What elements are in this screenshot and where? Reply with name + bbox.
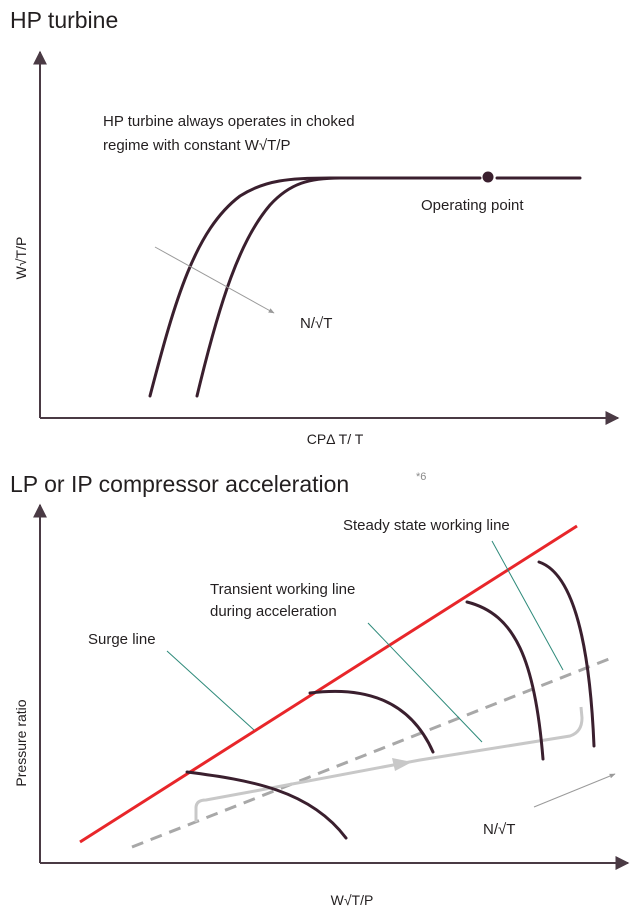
- compressor-title: LP or IP compressor acceleration: [10, 471, 349, 497]
- steady-state-leader-line: [491, 540, 564, 671]
- compressor-speed-curve-2: [308, 689, 435, 754]
- surge-line-label: Surge line: [88, 631, 156, 648]
- hp-x-axis-label: CPΔ T/ T: [307, 431, 364, 447]
- compressor-speed-label: N/√T: [483, 821, 515, 838]
- steady-state-line-label: Steady state working line: [343, 517, 510, 534]
- compressor-title-superscript: *6: [416, 471, 426, 483]
- hp-speed-label: N/√T: [300, 315, 332, 332]
- hp-choked-note-line1: HP turbine always operates in choked: [103, 113, 355, 130]
- transient-line-label-line2: during acceleration: [210, 603, 337, 620]
- transient-working-line: [194, 706, 584, 822]
- compressor-speed-curve-1: [185, 770, 348, 840]
- compressor-panel: LP or IP compressor acceleration *6 Pres…: [10, 471, 630, 908]
- compressor-speed-curve-4: [537, 560, 596, 748]
- hp-y-axis-label: W√T/P: [13, 237, 29, 280]
- compressor-y-axis-label: Pressure ratio: [13, 699, 29, 786]
- surge-leader-line: [166, 650, 255, 731]
- transient-leader-line: [367, 622, 483, 743]
- hp-operating-point-label: Operating point: [421, 197, 524, 214]
- hp-operating-point-marker: [482, 171, 494, 183]
- transient-direction-arrowhead: [392, 758, 412, 771]
- hp-choked-note-line2: regime with constant W√T/P: [103, 137, 290, 154]
- hp-speed-direction-arrow: [154, 246, 275, 314]
- hp-turbine-title: HP turbine: [10, 7, 118, 33]
- compressor-speed-curve-3: [465, 600, 545, 761]
- surge-line: [79, 524, 578, 844]
- transient-line-label-line1: Transient working line: [210, 581, 355, 598]
- compressor-x-axis-label: W√T/P: [331, 892, 374, 908]
- compressor-title-text: LP or IP compressor acceleration: [10, 471, 349, 497]
- hp-turbine-panel: HP turbine W√T/P CPΔ T/ T HP turbine alw…: [10, 7, 620, 447]
- hp-characteristic-curve-low-speed: [148, 176, 482, 398]
- compressor-speed-direction-arrow: [533, 773, 616, 808]
- hp-characteristic-curve-high-speed: [195, 176, 342, 398]
